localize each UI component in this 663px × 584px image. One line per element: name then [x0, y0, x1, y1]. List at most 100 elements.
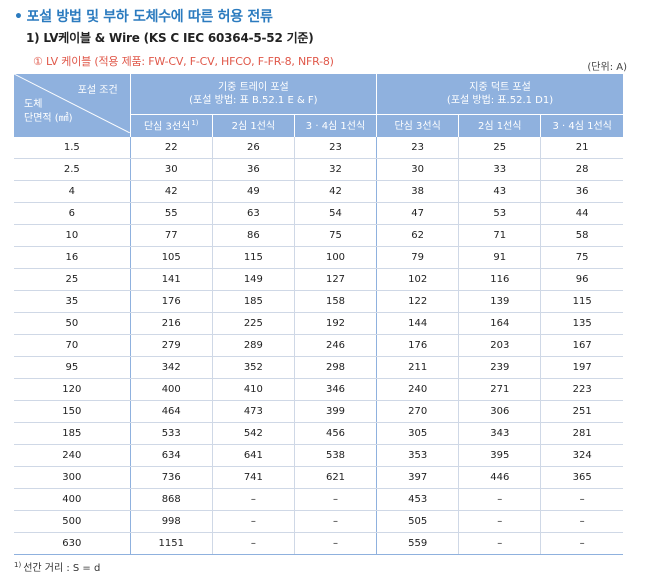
ampacity-cell: 32	[293, 158, 377, 181]
subheader-34core-1wire: 3 · 4심 1선식	[293, 114, 377, 137]
ampacity-cell: 410	[211, 378, 295, 401]
ampacity-cell: –	[458, 532, 541, 555]
ampacity-cell: 211	[376, 356, 459, 379]
group-duct-title: 지중 덕트 포설	[469, 82, 531, 93]
conductor-size-cell: 120	[14, 378, 131, 401]
table-row: 25 141 149 127 102 116 96	[14, 268, 623, 291]
ampacity-cell: –	[540, 532, 623, 555]
ampacity-table: 포설 조건 도체 단면적 (㎟) 기중 트레이 포설 (포설 방법: 표 B.5…	[14, 74, 623, 555]
ampacity-cell: 621	[293, 466, 377, 489]
ampacity-cell: 456	[293, 422, 377, 445]
ampacity-cell: 641	[211, 444, 295, 467]
ampacity-cell: 23	[376, 137, 459, 159]
ampacity-cell: 281	[540, 422, 623, 445]
footnote-text: 선간 거리 : S = d	[23, 563, 101, 574]
ampacity-cell: 298	[293, 356, 377, 379]
ampacity-cell: 868	[129, 488, 213, 511]
bullet-icon: •	[14, 9, 23, 25]
ampacity-cell: 44	[540, 202, 623, 225]
table-row: 300 736 741 621 397 446 365	[14, 466, 623, 489]
unit-label: (단위: A)	[587, 62, 627, 73]
ampacity-cell: 23	[293, 137, 377, 159]
ampacity-cell: 203	[458, 334, 541, 357]
ampacity-cell: 251	[540, 400, 623, 423]
ampacity-cell: 33	[458, 158, 541, 181]
subheader-2core-1wire: 2심 1선식	[211, 114, 295, 137]
ampacity-cell: 464	[129, 400, 213, 423]
ampacity-cell: 736	[129, 466, 213, 489]
subheader-34core-1wire-duct: 3 · 4심 1선식	[540, 114, 623, 137]
ampacity-cell: 30	[376, 158, 459, 181]
table-row: 240 634 641 538 353 395 324	[14, 444, 623, 467]
ampacity-cell: 122	[376, 290, 459, 313]
ampacity-cell: 223	[540, 378, 623, 401]
table-row: 6 55 63 54 47 53 44	[14, 202, 623, 225]
table-row: 150 464 473 399 270 306 251	[14, 400, 623, 423]
conductor-size-cell: 50	[14, 312, 131, 335]
ampacity-cell: 42	[293, 180, 377, 203]
table-row: 10 77 86 75 62 71 58	[14, 224, 623, 247]
subsection-heading: 1) LV케이블 & Wire (KS C IEC 60364-5-52 기준)	[26, 31, 314, 45]
conductor-size-cell: 300	[14, 466, 131, 489]
table-row: 70 279 289 246 176 203 167	[14, 334, 623, 357]
ampacity-cell: 185	[211, 290, 295, 313]
ampacity-cell: 102	[376, 268, 459, 291]
ampacity-cell: –	[458, 488, 541, 511]
ampacity-cell: 353	[376, 444, 459, 467]
group-tray-method: (포설 방법: 표 B.52.1 E & F)	[189, 95, 318, 106]
ampacity-cell: 533	[129, 422, 213, 445]
ampacity-cell: 25	[458, 137, 541, 159]
ampacity-cell: 395	[458, 444, 541, 467]
installation-condition-label: 포설 조건	[77, 85, 118, 96]
ampacity-cell: 53	[458, 202, 541, 225]
ampacity-cell: 116	[458, 268, 541, 291]
group-header-tray: 기중 트레이 포설 (포설 방법: 표 B.52.1 E & F)	[129, 74, 377, 115]
section-heading-text: 포설 방법 및 부하 도체수에 따른 허용 전류	[26, 9, 273, 25]
ampacity-cell: –	[540, 510, 623, 533]
conductor-size-cell: 150	[14, 400, 131, 423]
table-row: 630 1151– –559– –	[14, 532, 623, 555]
ampacity-cell: 36	[540, 180, 623, 203]
conductor-size-cell: 630	[14, 532, 131, 555]
ampacity-cell: 49	[211, 180, 295, 203]
ampacity-cell: 21	[540, 137, 623, 159]
ampacity-cell: 176	[376, 334, 459, 357]
ampacity-cell: 1151	[129, 532, 213, 555]
conductor-size-cell: 70	[14, 334, 131, 357]
conductor-size-cell: 4	[14, 180, 131, 203]
ampacity-cell: 239	[458, 356, 541, 379]
conductor-size-cell: 1.5	[14, 137, 131, 159]
ampacity-cell: 446	[458, 466, 541, 489]
ampacity-cell: 75	[540, 246, 623, 269]
ampacity-cell: 42	[129, 180, 213, 203]
ampacity-cell: 91	[458, 246, 541, 269]
ampacity-cell: 96	[540, 268, 623, 291]
ampacity-cell: 343	[458, 422, 541, 445]
footnote-marker: 1)	[14, 560, 22, 569]
ampacity-cell: 100	[293, 246, 377, 269]
conductor-size-cell: 25	[14, 268, 131, 291]
table-row: 35 176 185 158 122 139 115	[14, 290, 623, 313]
ampacity-cell: 149	[211, 268, 295, 291]
conductor-size-cell: 240	[14, 444, 131, 467]
ampacity-cell: 141	[129, 268, 213, 291]
table-row: 120 400 410 346 240 271 223	[14, 378, 623, 401]
table-row: 4 42 49 42 38 43 36	[14, 180, 623, 203]
ampacity-cell: 197	[540, 356, 623, 379]
ampacity-cell: 22	[129, 137, 213, 159]
ampacity-cell: 139	[458, 290, 541, 313]
ampacity-cell: 741	[211, 466, 295, 489]
table-row: 50 216 225 192 144 164 135	[14, 312, 623, 335]
ampacity-cell: 453	[376, 488, 459, 511]
conductor-size-cell: 16	[14, 246, 131, 269]
ampacity-cell: 77	[129, 224, 213, 247]
ampacity-cell: 365	[540, 466, 623, 489]
ampacity-cell: 86	[211, 224, 295, 247]
conductor-label-line1: 도체	[24, 99, 43, 110]
conductor-size-cell: 6	[14, 202, 131, 225]
ampacity-cell: –	[540, 488, 623, 511]
ampacity-cell: 62	[376, 224, 459, 247]
ampacity-cell: –	[293, 532, 377, 555]
ampacity-cell: 105	[129, 246, 213, 269]
